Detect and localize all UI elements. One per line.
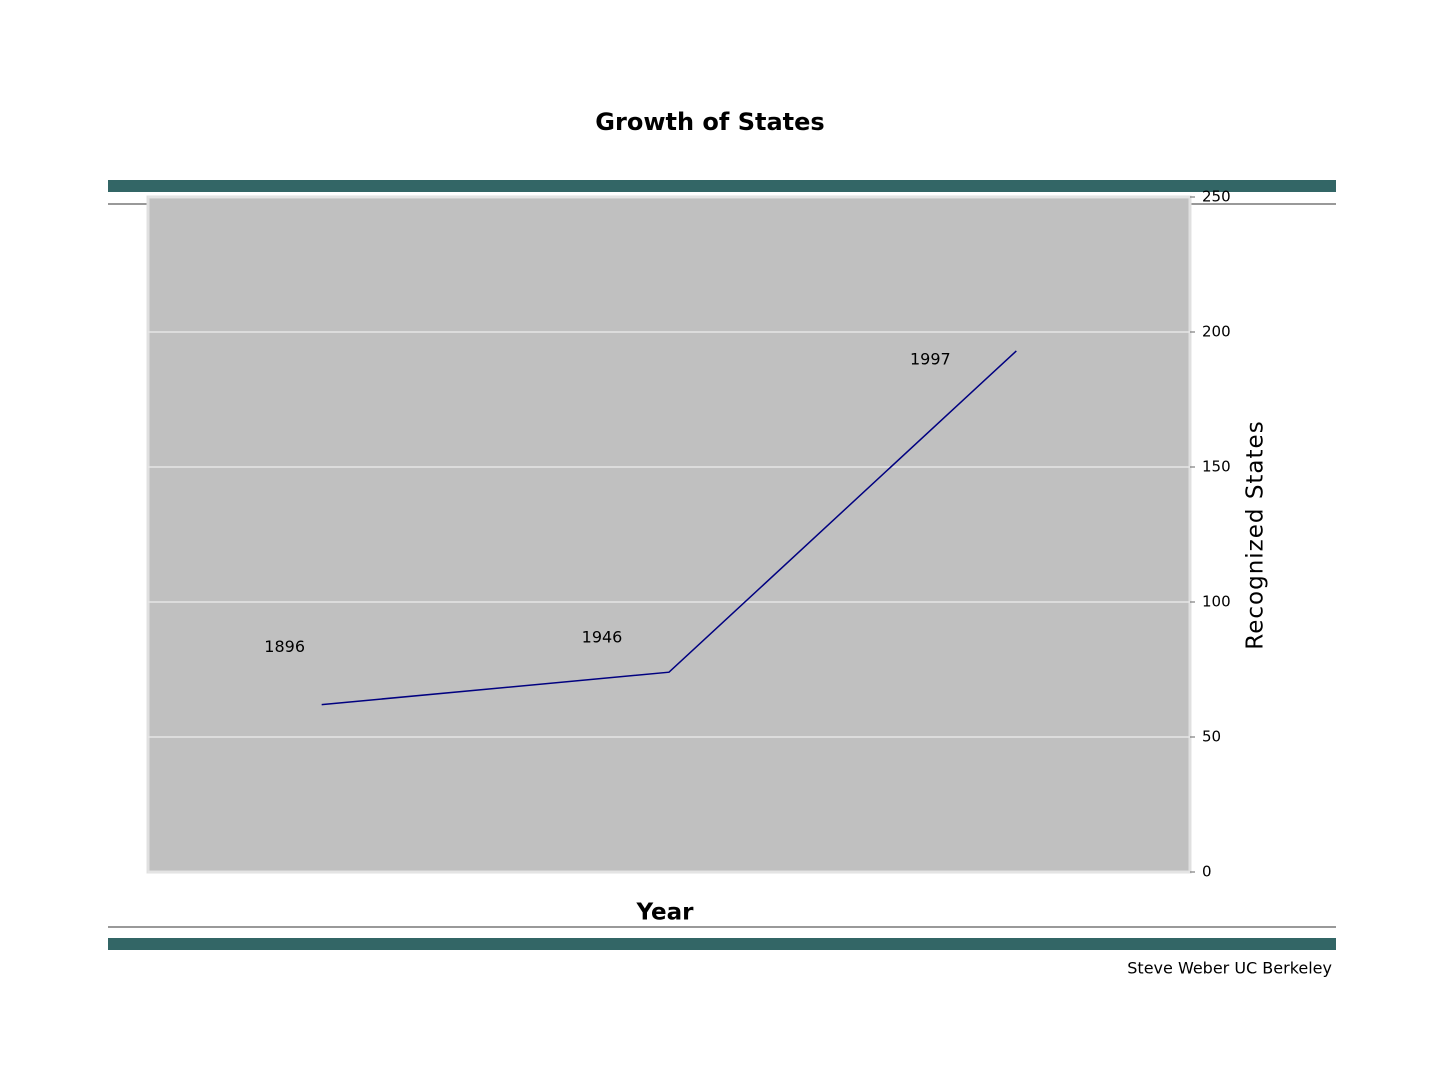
plot-area bbox=[146, 195, 1192, 874]
plot: 0 50 100 150 200 250 1896 1946 1997 bbox=[146, 188, 1231, 881]
point-label: 1896 bbox=[264, 637, 305, 656]
point-label: 1946 bbox=[582, 628, 623, 647]
footer: Steve Weber UC Berkeley bbox=[1127, 959, 1332, 978]
y-tick-label: 200 bbox=[1202, 323, 1231, 341]
y-tick-label: 0 bbox=[1202, 863, 1212, 881]
y-tick-label: 50 bbox=[1202, 728, 1221, 746]
point-label: 1997 bbox=[910, 349, 951, 368]
y-tick-label: 100 bbox=[1202, 593, 1231, 611]
data-line bbox=[321, 350, 1017, 706]
y-tick-label: 150 bbox=[1202, 458, 1231, 476]
x-axis-title: Year bbox=[635, 900, 694, 926]
chart-title: Growth of States bbox=[595, 108, 824, 136]
y-tick-label: 250 bbox=[1202, 188, 1231, 206]
top-band bbox=[108, 180, 1336, 192]
bottom-band bbox=[108, 938, 1336, 950]
y-axis-title: Recognized States bbox=[1243, 420, 1269, 649]
